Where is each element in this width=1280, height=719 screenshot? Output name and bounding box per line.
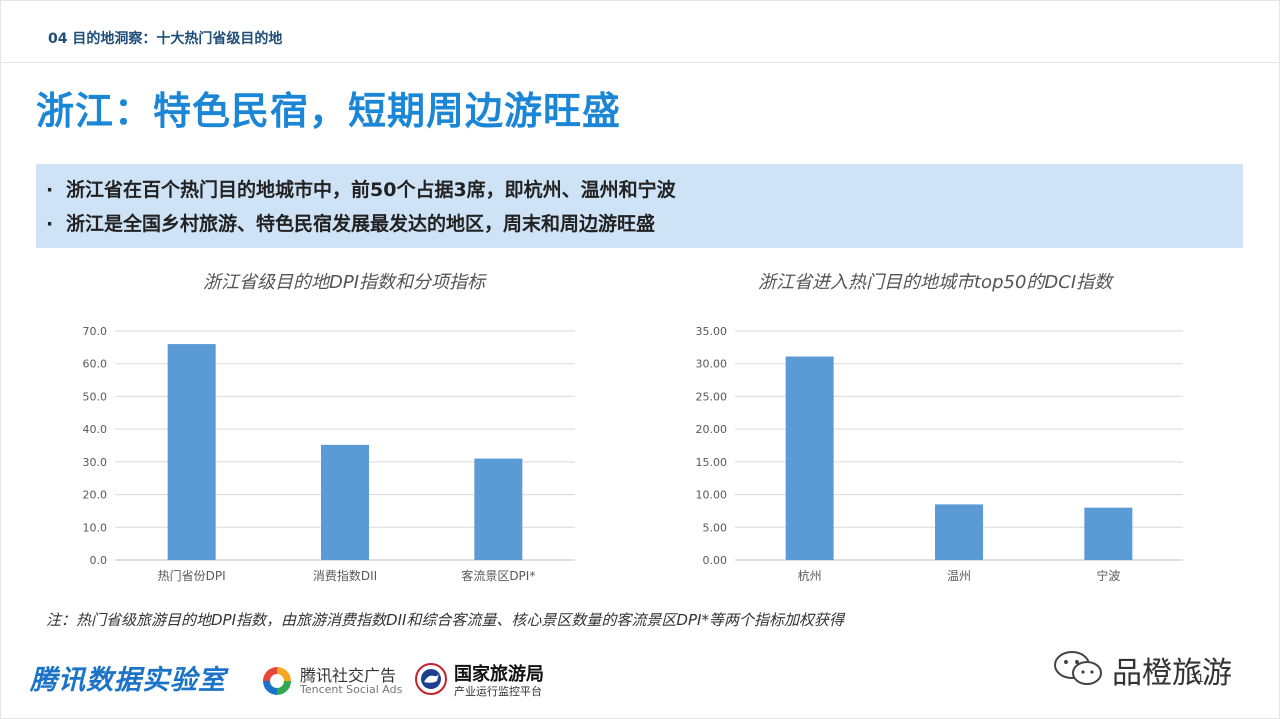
summary-bullet: · 浙江省在百个热门目的地城市中，前50个占据3席，即杭州、温州和宁波 [46, 175, 676, 202]
tourism-bureau-subtitle: 产业运行监控平台 [454, 685, 542, 698]
y-tick-label: 10.00 [696, 489, 728, 502]
slide-title: 浙江：特色民宿，短期周边游旺盛 [36, 89, 622, 133]
tencent-ads-icon [263, 667, 291, 695]
x-tick-label: 热门省份DPI [158, 568, 226, 583]
x-tick-label: 杭州 [798, 568, 822, 583]
y-tick-label: 30.00 [696, 358, 728, 371]
dpi-bar-chart: 0.0 10.0 20.0 30.0 40.0 50.0 60.0 70.0 热门省份DPI 消费… [83, 325, 575, 583]
tourism-bureau-emblem-icon [415, 663, 447, 695]
wechat-icon [1054, 651, 1102, 685]
bullet-text: 浙江是全国乡村旅游、特色民宿发展最发达的地区，周末和周边游旺盛 [66, 213, 656, 235]
wechat-watermark-text: 品橙旅游 [1112, 656, 1232, 691]
y-tick-label: 25.00 [696, 390, 728, 403]
summary-box: · 浙江省在百个热门目的地城市中，前50个占据3席，即杭州、温州和宁波 · 浙江是全… [36, 164, 1243, 248]
x-tick-label: 客流景区DPI* [461, 568, 535, 583]
y-tick-label: 20.0 [83, 489, 108, 502]
y-tick-label: 40.0 [83, 423, 108, 436]
bullet-dot: · [46, 179, 54, 201]
bar [935, 504, 983, 560]
x-tick-label: 宁波 [1096, 568, 1120, 583]
tencent-ads-subtitle: Tencent Social Ads [300, 683, 403, 696]
summary-bullet: · 浙江是全国乡村旅游、特色民宿发展最发达的地区，周末和周边游旺盛 [46, 209, 655, 236]
header-divider [0, 62, 1280, 63]
y-tick-label: 0.0 [90, 554, 108, 567]
y-tick-label: 20.00 [696, 423, 728, 436]
bar [785, 356, 834, 560]
tourism-bureau-name: 国家旅游局 [454, 664, 544, 685]
x-tick-label: 消费指数DII [313, 568, 377, 583]
x-tick-label: 温州 [947, 569, 971, 583]
y-tick-label: 10.0 [83, 521, 108, 534]
y-tick-label: 50.0 [83, 390, 108, 403]
dci-bar-chart: 0.00 5.00 10.00 15.00 20.00 25.00 30.00 35.00 杭州… [696, 325, 1183, 583]
chart-title-dpi: 浙江省级目的地DPI指数和分项指标 [203, 272, 486, 293]
chart-title-dci: 浙江省进入热门目的地城市top50的DCI指数 [758, 272, 1113, 293]
y-tick-label: 70.0 [83, 325, 108, 338]
y-tick-label: 35.00 [696, 325, 728, 338]
y-tick-label: 5.00 [703, 521, 728, 534]
y-tick-label: 15.00 [696, 456, 728, 469]
tencent-ads-name: 腾讯社交广告 [300, 666, 397, 685]
bullet-dot: · [46, 213, 54, 235]
y-tick-label: 60.0 [83, 358, 108, 371]
bar [321, 444, 369, 560]
y-tick-label: 30.0 [83, 456, 108, 469]
bar [167, 344, 216, 560]
tencent-data-lab-logo: 腾讯数据实验室 [30, 665, 226, 696]
section-header: 04 目的地洞察：十大热门省级目的地 [48, 31, 283, 47]
bar [474, 458, 523, 560]
y-tick-label: 0.00 [703, 554, 728, 567]
bullet-text: 浙江省在百个热门目的地城市中，前50个占据3席，即杭州、温州和宁波 [66, 179, 676, 201]
footnote: 注：热门省级旅游目的地DPI指数，由旅游消费指数DII和综合客流量、核心景区数量… [46, 611, 844, 629]
page-number: 31 [1190, 672, 1204, 685]
bar [1084, 507, 1133, 560]
